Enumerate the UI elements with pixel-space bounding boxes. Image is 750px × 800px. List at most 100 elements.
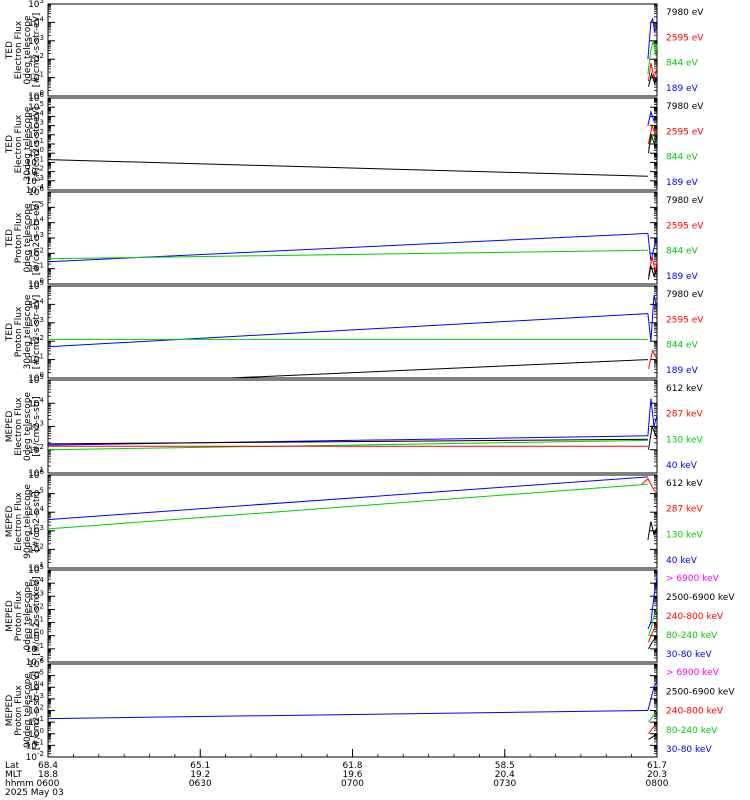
legend-item: 189 eV [666,366,699,376]
panel-8: 10-210-1100101102103104105106MEPEDProton… [5,657,735,763]
x-tick-label: 20.4 [495,770,515,780]
legend-item: 130 keV [666,530,703,540]
y-axis-label: MEPEDElectron Flux90deg telescope[#/cm2-… [5,484,42,559]
series-line-blue [647,17,658,60]
legend-item: 30-80 keV [666,650,712,660]
y-axis-label: TEDProton Flux30deg telescope[#/cm2-s-st… [5,294,42,369]
legend-item: 612 keV [666,384,703,394]
series-line-blue [47,710,648,720]
series-line-red [641,477,658,494]
legend-item: 80-240 keV [666,726,718,736]
series-line-green [47,483,648,530]
series-line-red [648,724,658,735]
series-line-blue [647,233,658,262]
y-axis-label: MEPEDElectron Flux0deg telescope[#/cm2-s… [5,392,42,462]
series-line-blue [47,313,648,348]
x-tick-label: 61.7 [647,761,667,771]
series-line-black [648,265,658,280]
y-tick-label: 105 [28,0,44,10]
legend-item: 844 eV [666,247,699,257]
legend-item: 2500-6900 keV [666,593,735,603]
series-line-green [47,439,648,451]
legend-item: 240-800 keV [666,707,724,717]
legend-item: 7980 eV [666,8,704,18]
footer-row-label: 2025 May 03 [5,788,64,798]
legend-item: 30-80 keV [666,745,712,755]
series-line-blue [647,109,658,126]
y-axis-label: TEDProton Flux0deg telescope[#/cm2-s-str… [5,201,42,276]
x-tick-label: 68.4 [38,761,58,771]
series-line-black [47,159,648,177]
plot-frame [47,474,658,569]
footer-row-label: Lat [5,761,20,771]
series-line-black [47,438,648,445]
plot-frame [47,97,658,191]
legend-item: 80-240 keV [666,631,718,641]
plot-frame [47,285,658,379]
plot-frame [47,191,658,285]
legend-item: 40 keV [666,461,698,471]
x-tick-label: 0730 [493,779,516,789]
x-tick-label: 0600 [37,779,60,789]
legend-item: 130 keV [666,435,703,445]
x-tick-label: 18.8 [38,770,58,780]
legend-item: > 6900 keV [666,574,720,584]
series-line-green [47,249,648,260]
legend-item: 189 eV [666,84,699,94]
series-line-black [648,635,658,650]
legend-item: 189 eV [666,272,699,282]
series-line-black [648,733,658,741]
x-tick-label: 65.1 [190,761,210,771]
plot-frame [47,663,658,758]
footer-row-label: hhmm [5,779,34,789]
footer-row-label: MLT [5,770,23,780]
series-line-black [648,72,658,87]
x-tick-label: 20.3 [647,770,667,780]
plot-frame [47,3,658,97]
series-line-green [648,609,658,636]
legend-item: 7980 eV [666,102,704,112]
legend-item: 844 eV [666,59,699,69]
legend-item: 189 eV [666,178,699,188]
x-tick-label: 58.5 [495,761,515,771]
x-tick-label: 0630 [189,779,212,789]
legend-item: 40 keV [666,556,698,566]
x-tick-label: 0700 [341,779,364,789]
legend-item: 7980 eV [666,196,704,206]
series-line-red [648,123,658,145]
panel-2: 10-410-310-210-1100101102103104105106TED… [5,91,704,196]
x-tick-label: 0800 [646,779,669,789]
y-axis-label: TEDElectron Flux30deg telescope[#/cm2-s-… [5,106,42,181]
y-axis-label: MEPEDProton Flux0deg telescope[#/cm2-s-s… [5,576,42,655]
series-line-black [648,132,658,154]
series-line-blue [647,681,658,711]
x-tick-label: 19.2 [190,770,210,780]
series-line-green [648,710,658,723]
legend-item: > 6900 keV [666,668,720,678]
plot-frame [47,379,658,474]
series-line-red [648,348,658,369]
series-line-red [648,62,658,82]
series-line-green [647,40,658,74]
series-line-blue [647,295,658,342]
y-axis-label: MEPEDProton Flux90deg telescope[#/cm2-s-… [5,671,42,750]
series-line-black [647,521,658,541]
legend-item: 2595 eV [666,127,704,137]
legend-item: 612 keV [666,479,703,489]
plot-frame [47,569,658,663]
series-line-blue [647,576,658,630]
x-tick-label: 61.8 [342,761,362,771]
x-tick-label: 19.6 [342,770,362,780]
series-line-blue [647,398,658,436]
legend-item: 2595 eV [666,315,704,325]
series-line-blue [47,476,648,521]
